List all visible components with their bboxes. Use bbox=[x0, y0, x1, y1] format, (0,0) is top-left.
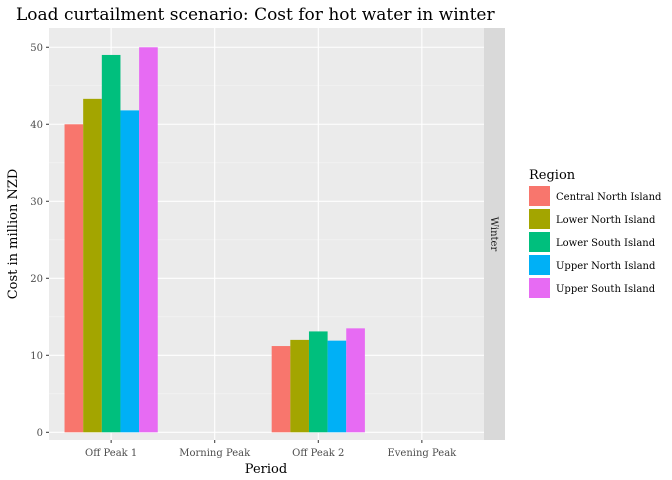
facet-strip bbox=[484, 28, 505, 440]
y-tick-label: 10 bbox=[30, 351, 43, 362]
bar bbox=[271, 346, 291, 433]
legend-label: Lower North Island bbox=[556, 215, 656, 226]
bar bbox=[308, 331, 328, 433]
bar bbox=[120, 110, 140, 433]
x-axis-title: Period bbox=[245, 462, 287, 477]
y-tick-label: 0 bbox=[37, 428, 43, 439]
bars bbox=[64, 47, 365, 433]
bar bbox=[83, 98, 102, 433]
chart-title: Load curtailment scenario: Cost for hot … bbox=[16, 5, 495, 25]
y-tick-label: 50 bbox=[30, 43, 43, 54]
legend-label: Upper South Island bbox=[556, 284, 656, 295]
x-tick-label: Evening Peak bbox=[387, 448, 457, 459]
legend-key bbox=[529, 186, 550, 206]
bar bbox=[290, 339, 309, 433]
legend-label: Central North Island bbox=[556, 192, 662, 203]
bar bbox=[139, 47, 158, 433]
y-tick-label: 40 bbox=[30, 120, 43, 131]
legend: Region Central North Island Lower North I… bbox=[529, 168, 662, 298]
y-tick-label: 20 bbox=[30, 274, 43, 285]
y-tick-label: 30 bbox=[30, 197, 43, 208]
legend-title: Region bbox=[529, 168, 576, 183]
x-tick-label: Off Peak 1 bbox=[85, 448, 137, 459]
legend-key bbox=[529, 255, 550, 275]
bar bbox=[327, 340, 347, 433]
legend-label: Lower South Island bbox=[556, 238, 656, 249]
y-axis: 0 10 20 30 40 50 bbox=[30, 43, 49, 439]
legend-key bbox=[529, 278, 550, 298]
legend-label: Upper North Island bbox=[556, 261, 656, 272]
bar bbox=[346, 328, 365, 433]
x-axis: Off Peak 1 Morning Peak Off Peak 2 Evening … bbox=[85, 440, 457, 459]
bar bbox=[101, 54, 121, 433]
facet-strip-label: Winter bbox=[488, 217, 499, 252]
legend-key bbox=[529, 232, 550, 252]
legend-key bbox=[529, 209, 550, 229]
y-axis-title: Cost in million NZD bbox=[6, 169, 21, 300]
x-tick-label: Morning Peak bbox=[179, 448, 251, 459]
x-tick-label: Off Peak 2 bbox=[292, 448, 344, 459]
bar bbox=[64, 124, 84, 433]
